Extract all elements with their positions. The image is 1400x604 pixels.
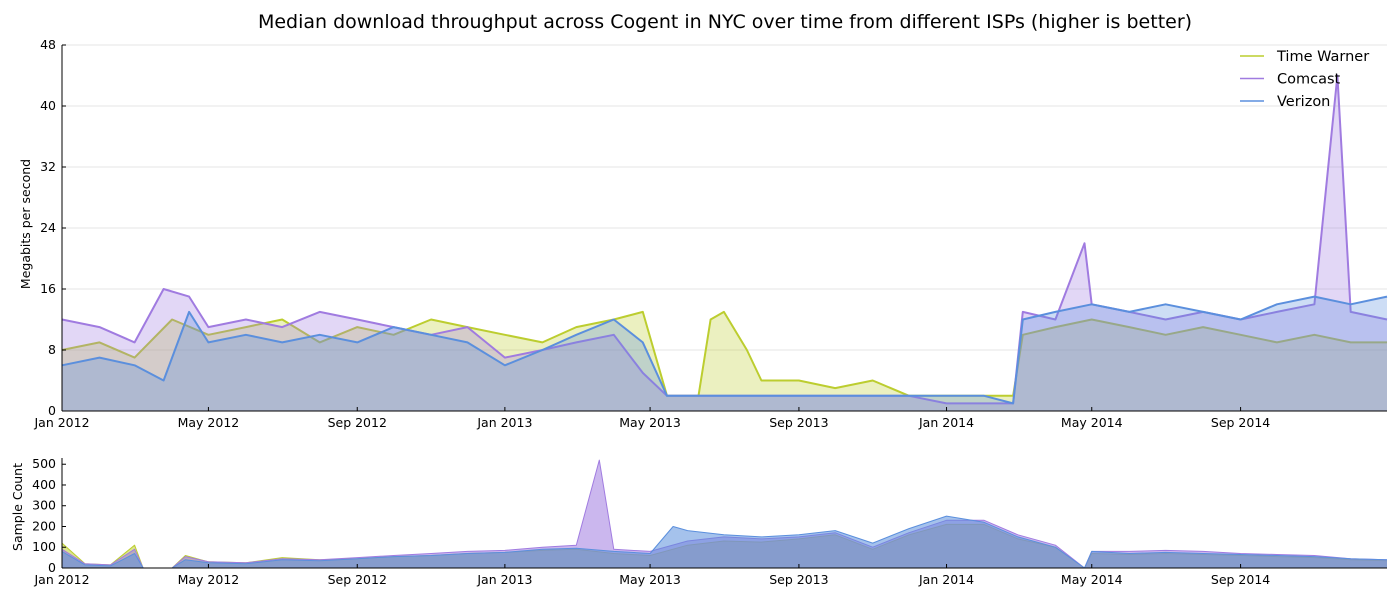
y-axis-label: Megabits per second <box>18 159 33 289</box>
x-tick-label: May 2014 <box>1061 415 1123 430</box>
series-line-2 <box>61 295 1388 405</box>
series-line-0 <box>61 310 1387 397</box>
x-tick-label: Jan 2013 <box>476 572 532 587</box>
series-area-2 <box>62 516 1387 568</box>
y-tick-label: 8 <box>48 342 56 357</box>
x-tick-label: Sep 2014 <box>1211 415 1270 430</box>
y-tick-label: 100 <box>32 539 56 554</box>
y-tick-label: 400 <box>32 477 56 492</box>
series-area-2 <box>62 296 1387 411</box>
y-tick-label: 16 <box>40 281 56 296</box>
y-axis-label: Sample Count <box>10 463 25 551</box>
y-tick-label: 48 <box>40 37 56 52</box>
x-tick-label: Sep 2012 <box>328 415 387 430</box>
chart-panel-1: 0 100 200 300 400 500 Jan 2012 May 2012 Sep 2012… <box>10 456 1388 587</box>
x-tick-label: Jan 2012 <box>33 415 89 430</box>
x-tick-label: Jan 2014 <box>918 572 974 587</box>
legend-label-1: Comcast <box>1277 72 1341 88</box>
y-tick-label: 32 <box>40 159 56 174</box>
x-tick-label: May 2013 <box>619 415 681 430</box>
chart-legend: Time Warner Comcast Verizon <box>1240 49 1369 110</box>
x-tick-label: Jan 2012 <box>33 572 89 587</box>
y-tick-label: 500 <box>32 456 56 471</box>
y-tick-label: 0 <box>48 403 56 418</box>
x-tick-label: Sep 2012 <box>328 572 387 587</box>
x-tick-label: Jan 2014 <box>918 415 974 430</box>
y-tick-label: 24 <box>40 220 56 235</box>
y-tick-label: 200 <box>32 518 56 533</box>
y-tick-label: 300 <box>32 498 56 513</box>
chart-title: Median download throughput across Cogent… <box>258 11 1192 33</box>
x-tick-label: Sep 2014 <box>1211 572 1270 587</box>
series-line-2 <box>61 515 1388 569</box>
x-tick-label: May 2012 <box>178 572 240 587</box>
x-tick-label: Sep 2013 <box>769 415 828 430</box>
series-area-0 <box>62 311 1387 411</box>
x-tick-label: May 2012 <box>178 415 240 430</box>
x-tick-label: May 2013 <box>619 572 681 587</box>
x-tick-label: Jan 2013 <box>476 415 532 430</box>
y-tick-label: 0 <box>48 560 56 575</box>
chart-panel-0: 0 8 16 24 32 40 48 Jan 2012 May 2012 Sep 2012 Jan … <box>18 37 1388 430</box>
x-tick-label: May 2014 <box>1061 572 1123 587</box>
legend-label-2: Verizon <box>1277 94 1330 110</box>
legend-label-0: Time Warner <box>1276 49 1369 65</box>
x-tick-label: Sep 2013 <box>769 572 828 587</box>
y-tick-label: 40 <box>40 98 56 113</box>
